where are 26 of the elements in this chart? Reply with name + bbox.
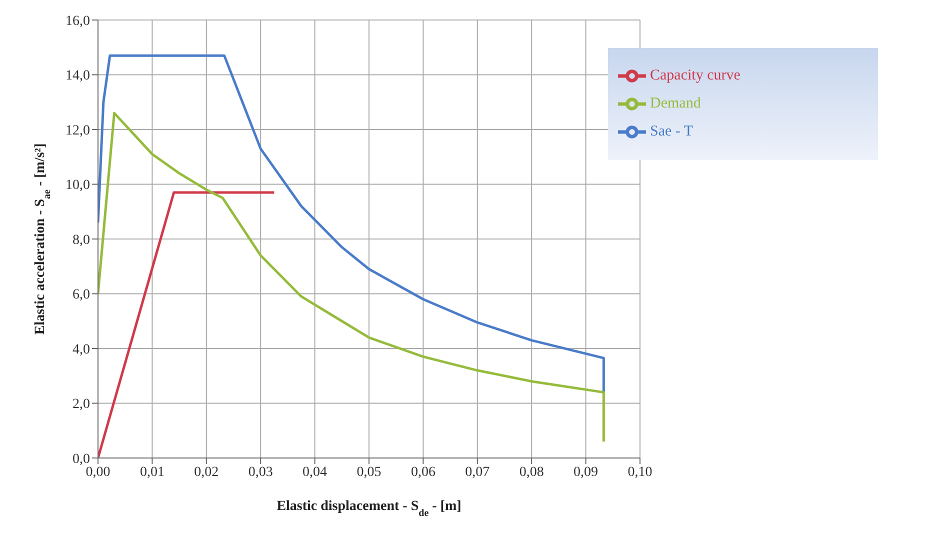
x-tick-label: 0,01 [140, 464, 164, 480]
y-tick-label: 8,0 [72, 232, 90, 248]
y-tick-label: 10,0 [66, 178, 90, 194]
x-tick-label: 0,00 [86, 464, 110, 480]
line-series [98, 112, 605, 443]
y-tick-label: 6,0 [72, 288, 90, 303]
x-axis-title: Elastic displacement - S$_{de}$ - [m] [276, 499, 462, 518]
x-tick-label: 0,02 [194, 464, 219, 480]
x-tick-label: 0,05 [356, 464, 382, 480]
x-tick-label: 0,09 [574, 464, 598, 480]
y-tick-label: 2,0 [72, 397, 90, 412]
x-tick-label: 0,10 [628, 464, 652, 480]
y-tick-label: 12,0 [66, 123, 90, 138]
line-series [98, 54, 605, 394]
y-tick-label: 0,0 [72, 452, 90, 467]
x-tick-label: 0,06 [410, 464, 436, 480]
x-tick-label: 0,07 [465, 464, 490, 480]
legend-label: Capacity curve [650, 67, 740, 84]
y-tick-label: 16,0 [66, 14, 90, 29]
x-tick-label: 0,03 [248, 464, 273, 480]
x-tick-label: 0,08 [519, 464, 544, 480]
y-tick-label: 4,0 [72, 342, 90, 358]
legend-label: Sae - T [650, 123, 694, 140]
x-tick-label: 0,04 [302, 464, 328, 480]
legend-label: Demand [650, 95, 701, 112]
y-tick-label: 14,0 [66, 68, 90, 84]
